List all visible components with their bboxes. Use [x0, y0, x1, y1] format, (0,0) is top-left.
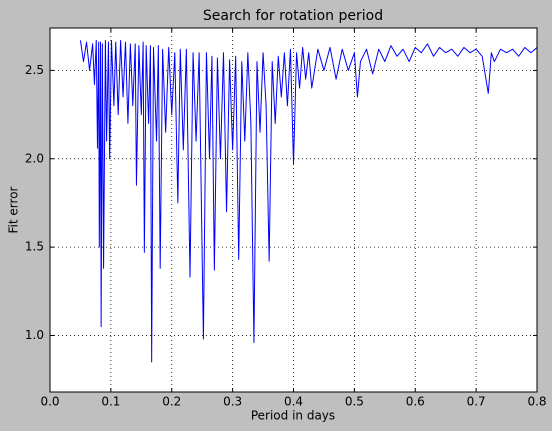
x-tick-label: 0.5: [345, 395, 364, 409]
x-tick-label: 0.0: [40, 395, 59, 409]
x-tick-label: 0.4: [284, 395, 303, 409]
x-tick-label: 0.8: [527, 395, 546, 409]
y-tick-label: 1.5: [25, 240, 44, 254]
y-tick-label: 2.0: [25, 151, 44, 165]
x-tick-label: 0.6: [406, 395, 425, 409]
plot-frame: [49, 27, 538, 393]
chart-title: Search for rotation period: [203, 8, 383, 24]
marks: [79, 39, 538, 363]
x-tick-label: 0.3: [223, 395, 242, 409]
x-tick-label: 0.7: [467, 395, 486, 409]
y-tick-label: 1.0: [25, 328, 44, 342]
x-axis-label: Period in days: [251, 409, 335, 423]
y-tick-label: 2.5: [25, 63, 44, 77]
y-axis-label: Fit error: [7, 186, 21, 233]
plot-area: [50, 28, 537, 392]
x-tick-label: 0.2: [162, 395, 181, 409]
x-tick-label: 0.1: [101, 395, 120, 409]
data-line: [79, 39, 538, 363]
